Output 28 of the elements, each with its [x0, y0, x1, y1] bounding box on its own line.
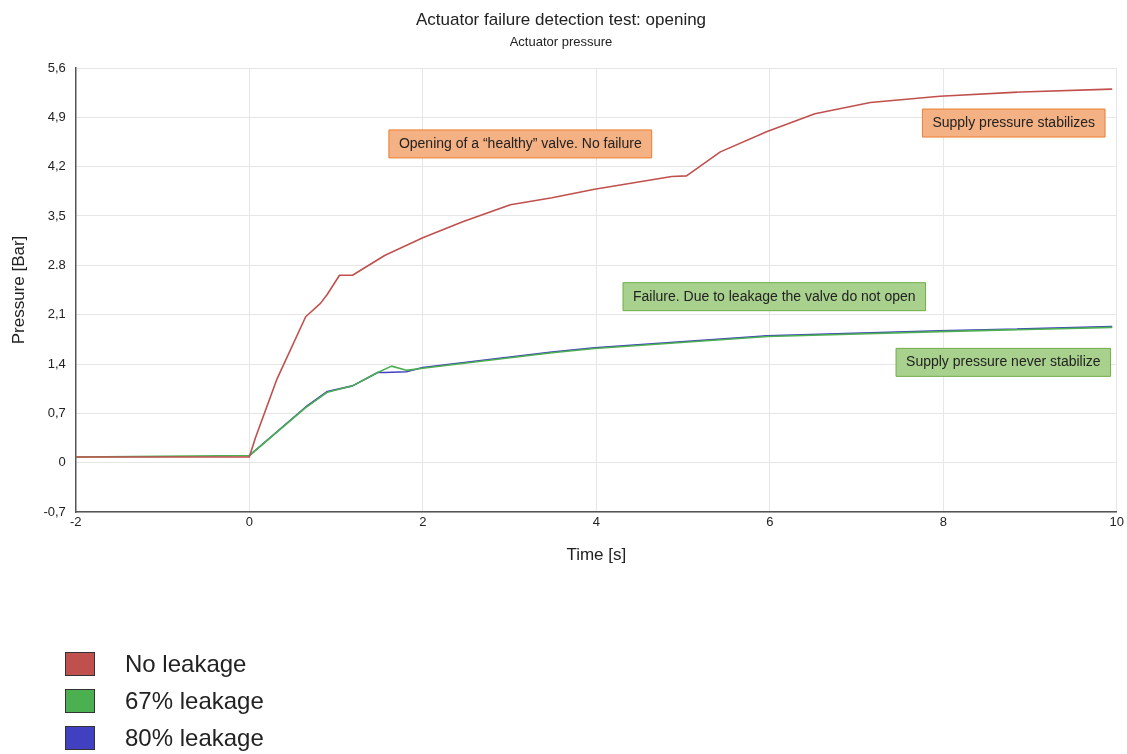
- x-tick-label: -2: [70, 514, 82, 530]
- y-tick-label: 2,1: [47, 306, 66, 322]
- x-tick-label: 0: [245, 514, 253, 530]
- legend-label: No leakage: [125, 649, 247, 678]
- legend-label: 80% leakage: [125, 723, 264, 752]
- x-tick-label: 2: [419, 514, 427, 530]
- x-tick-label: 10: [1109, 514, 1124, 530]
- annotation: Opening of a “healthy” valve. No failure: [398, 134, 642, 151]
- y-tick-label: 2.8: [47, 256, 66, 272]
- y-tick-label: 4,2: [47, 158, 66, 174]
- chart-subtitle: Actuator pressure: [509, 33, 613, 49]
- x-tick-label: 6: [766, 514, 774, 530]
- y-axis-title: Pressure [Bar]: [8, 235, 28, 345]
- y-tick-label: 3,5: [47, 207, 66, 223]
- x-tick-label: 8: [939, 514, 947, 530]
- annotation: Failure. Due to leakage the valve do not open: [633, 287, 916, 304]
- legend-label: 67% leakage: [125, 686, 264, 715]
- y-tick-label: 1,4: [47, 355, 66, 371]
- y-tick-label: 0,7: [47, 404, 66, 420]
- y-tick-label: -0,7: [43, 503, 66, 519]
- annotation: Supply pressure never stabilize: [906, 353, 1101, 370]
- chart-title: Actuator failure detection test: opening: [415, 9, 707, 29]
- annotation: Supply pressure stabilizes: [932, 113, 1096, 130]
- y-tick-label: 0: [58, 454, 66, 470]
- x-axis-title: Time [s]: [566, 545, 627, 565]
- x-tick-label: 4: [592, 514, 600, 530]
- y-tick-label: 5,6: [47, 59, 66, 75]
- y-tick-label: 4,9: [47, 108, 66, 124]
